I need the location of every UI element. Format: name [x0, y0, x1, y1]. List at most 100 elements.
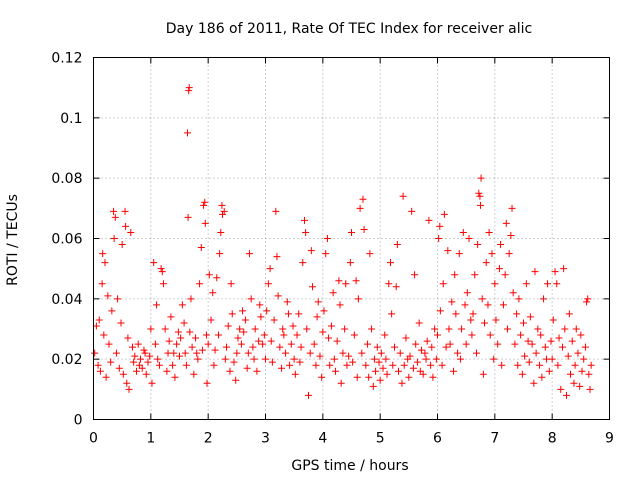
- data-point: [571, 361, 579, 369]
- data-point: [350, 331, 358, 339]
- data-point: [382, 355, 390, 363]
- data-point: [452, 310, 460, 318]
- data-point: [131, 352, 139, 360]
- data-point: [471, 271, 479, 279]
- x-tick-label: 0: [89, 431, 98, 447]
- data-point: [395, 367, 403, 375]
- data-point: [520, 319, 527, 327]
- data-point: [438, 361, 446, 369]
- data-point: [134, 340, 142, 348]
- data-point: [372, 367, 380, 375]
- data-point: [98, 280, 106, 288]
- data-point: [137, 355, 145, 363]
- data-point: [194, 355, 202, 363]
- data-point: [435, 235, 443, 242]
- data-point: [577, 331, 585, 339]
- data-point: [245, 250, 253, 258]
- data-point: [102, 373, 110, 381]
- data-point: [563, 391, 570, 399]
- data-point: [200, 201, 208, 209]
- data-point: [491, 280, 499, 288]
- data-point: [528, 340, 536, 348]
- data-point: [198, 346, 206, 354]
- data-point: [462, 340, 470, 348]
- data-point: [176, 352, 183, 360]
- data-point: [431, 325, 439, 333]
- data-point: [494, 340, 502, 348]
- data-point: [472, 349, 480, 357]
- data-point: [310, 340, 318, 348]
- data-point: [289, 322, 297, 330]
- data-point: [122, 222, 130, 230]
- data-point: [370, 355, 378, 363]
- data-point: [490, 355, 498, 363]
- data-point: [517, 331, 525, 339]
- data-point: [475, 189, 483, 197]
- data-point: [509, 289, 517, 297]
- data-point: [155, 361, 163, 369]
- data-point: [217, 228, 225, 236]
- data-point: [158, 268, 166, 276]
- data-point: [459, 228, 467, 236]
- data-point: [290, 355, 298, 363]
- data-point: [477, 201, 484, 209]
- data-point: [210, 361, 218, 369]
- data-point: [587, 361, 595, 369]
- data-point: [531, 268, 539, 276]
- data-point: [379, 364, 387, 372]
- data-point: [477, 174, 485, 182]
- data-point: [353, 373, 361, 381]
- data-point: [154, 355, 162, 363]
- data-point: [342, 280, 350, 288]
- data-point: [327, 322, 335, 330]
- data-point: [513, 310, 521, 318]
- data-point: [399, 192, 407, 200]
- data-point: [532, 349, 540, 357]
- data-point: [469, 310, 477, 318]
- data-point: [385, 280, 393, 288]
- data-point: [360, 225, 368, 233]
- data-point: [476, 192, 484, 200]
- data-point: [522, 280, 530, 288]
- data-point: [174, 328, 182, 336]
- data-point: [257, 313, 265, 321]
- data-point: [427, 361, 435, 369]
- x-tick-label: 9: [605, 431, 614, 447]
- data-point: [187, 295, 195, 303]
- data-point: [400, 361, 408, 369]
- data-point: [151, 340, 159, 348]
- data-point: [266, 265, 274, 273]
- data-point: [329, 289, 337, 297]
- data-point: [323, 235, 331, 242]
- data-point: [526, 313, 534, 321]
- data-point: [279, 325, 287, 333]
- x-tick-label: 2: [204, 431, 213, 447]
- data-point: [270, 316, 278, 324]
- data-point: [272, 207, 280, 215]
- data-point: [201, 219, 209, 227]
- data-point: [316, 352, 324, 360]
- data-point: [419, 370, 427, 378]
- data-point: [115, 364, 123, 372]
- data-point: [505, 250, 513, 258]
- data-point: [499, 301, 507, 309]
- data-point: [296, 358, 304, 366]
- data-point: [203, 379, 211, 387]
- data-point: [255, 337, 263, 345]
- data-point: [421, 349, 429, 357]
- data-point: [163, 367, 171, 375]
- data-point: [193, 349, 201, 357]
- data-point: [146, 352, 154, 360]
- data-point: [108, 307, 116, 315]
- data-point: [467, 316, 475, 324]
- data-point: [119, 370, 127, 378]
- data-point: [474, 241, 482, 249]
- data-point: [144, 358, 152, 366]
- data-point: [322, 250, 330, 258]
- data-point: [486, 331, 494, 339]
- data-points: [91, 84, 595, 399]
- data-point: [125, 385, 133, 393]
- data-point: [497, 241, 505, 249]
- data-point: [484, 301, 492, 309]
- data-point: [581, 343, 589, 351]
